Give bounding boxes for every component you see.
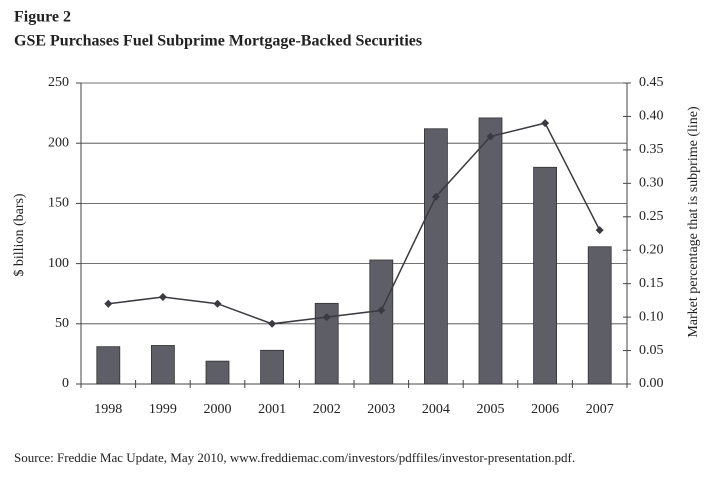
bar [96, 346, 121, 385]
x-tick-label: 1999 [149, 402, 177, 417]
line-marker [431, 192, 440, 201]
y2-tick-label: 0.15 [639, 276, 664, 291]
x-tick-label: 2002 [313, 402, 341, 417]
y2-tick-label: 0.20 [639, 242, 664, 257]
y2-axis-label: Market percentage that is subprime (line… [686, 106, 701, 338]
bar [587, 246, 612, 385]
x-tick-label: 2003 [367, 402, 395, 417]
line-marker [104, 299, 113, 308]
bar [533, 166, 557, 385]
y2-tick-label: 0.25 [639, 209, 664, 224]
line-marker [486, 132, 495, 141]
y2-tick-label: 0.00 [639, 376, 664, 391]
y2-tick-label: 0.40 [639, 109, 664, 124]
x-tick-label: 2001 [258, 402, 286, 417]
y-tick-label: 250 [48, 75, 69, 90]
line-marker [541, 119, 550, 128]
source-note: Source: Freddie Mac Update, May 2010, ww… [14, 450, 575, 465]
y2-tick-label: 0.35 [639, 142, 664, 157]
line [108, 122, 601, 325]
x-tick-label: 2004 [422, 402, 450, 417]
y2-tick-label: 0.05 [639, 343, 664, 358]
bar [260, 349, 285, 385]
bar [478, 117, 503, 385]
figure-label: Figure 2 [14, 9, 71, 26]
bar [314, 302, 339, 385]
bar [369, 259, 394, 385]
y-axis-label: $ billion (bars) [12, 193, 27, 277]
line-marker [322, 313, 331, 322]
bar [205, 360, 230, 385]
bar [150, 345, 175, 385]
line-marker [377, 306, 386, 315]
y-tick-label: 150 [48, 196, 69, 211]
y-tick-label: 200 [48, 135, 69, 150]
x-tick-label: 1998 [94, 402, 122, 417]
x-tick-label: 2007 [586, 402, 614, 417]
y2-tick-label: 0.45 [639, 75, 664, 90]
x-tick-label: 2005 [477, 402, 505, 417]
y2-tick-label: 0.30 [639, 176, 664, 191]
line-marker [268, 319, 277, 328]
chart-title: GSE Purchases Fuel Subprime Mortgage-Bac… [14, 33, 422, 50]
x-tick-label: 2006 [531, 402, 559, 417]
line-marker [213, 299, 222, 308]
line-marker [595, 226, 604, 235]
y2-tick-label: 0.10 [639, 309, 664, 324]
bar [423, 128, 448, 385]
line-marker [158, 293, 167, 302]
x-tick-label: 2000 [204, 402, 232, 417]
y-tick-label: 0 [62, 376, 69, 391]
y-tick-label: 100 [48, 256, 69, 271]
y-tick-label: 50 [55, 316, 69, 331]
